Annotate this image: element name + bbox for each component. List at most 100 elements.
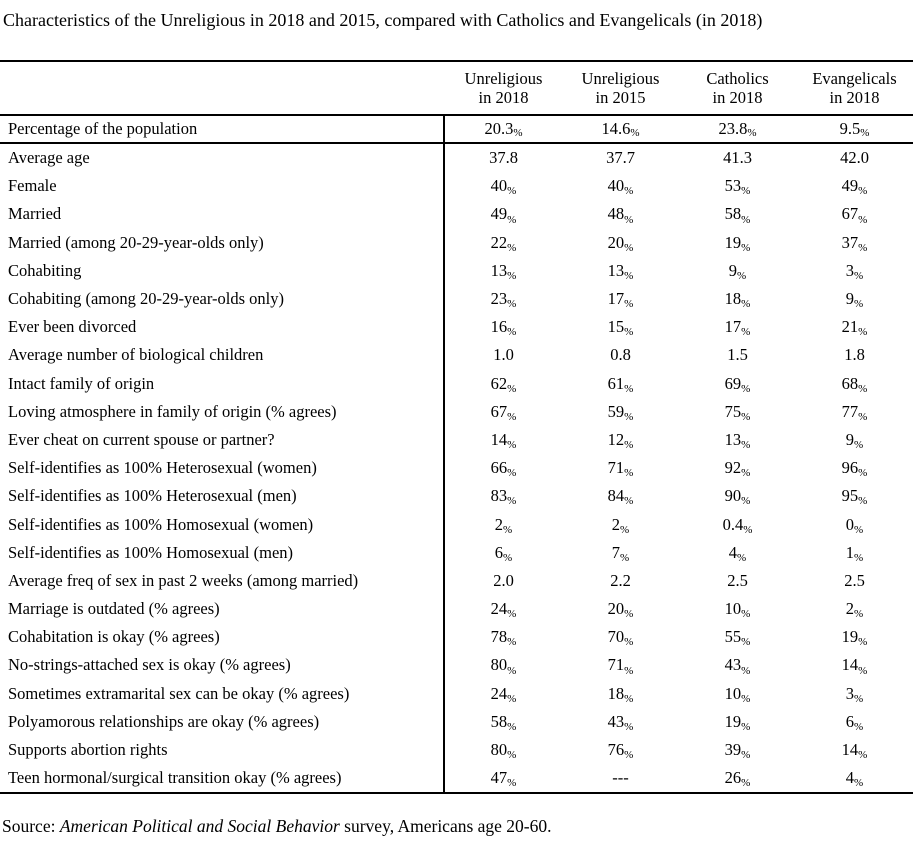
percent-sign: % [507, 382, 517, 395]
percent-sign: % [507, 749, 517, 762]
percent-sign: % [858, 213, 868, 226]
percent-sign: % [741, 495, 751, 508]
percent-sign: % [858, 636, 868, 649]
table-row-label: Teen hormonal/surgical transition okay (… [0, 764, 445, 793]
table-cell-value: 16% [445, 313, 562, 341]
table-row-label: Ever been divorced [0, 313, 445, 342]
percent-sign: % [741, 777, 751, 790]
table-cell-value: 17% [679, 313, 796, 341]
table-cell-value: 12% [562, 426, 679, 454]
percent-sign: % [854, 269, 864, 282]
table-cell-value: 2.2 [610, 570, 631, 590]
table-cell-value: 1.0 [493, 345, 514, 365]
table-cell-value: 67% [445, 398, 562, 426]
table-cell-value: 37.7 [606, 148, 635, 168]
column-header-line2: in 2018 [478, 88, 529, 107]
percent-sign: % [741, 720, 751, 733]
percent-sign: % [507, 269, 517, 282]
percent-sign: % [854, 608, 864, 621]
percent-sign: % [741, 241, 751, 254]
table-row-label: Cohabiting (among 20-29-year-olds only) [0, 284, 445, 314]
table-cell-value: 67% [796, 200, 913, 228]
percent-sign: % [624, 382, 634, 395]
source-note: Source: American Political and Social Be… [2, 816, 552, 837]
percent-sign: % [507, 636, 517, 649]
header-spacer [0, 69, 445, 114]
percent-sign: % [620, 551, 630, 564]
table-cell-value: 19% [796, 623, 913, 651]
percent-sign: % [507, 720, 517, 733]
percent-sign: % [624, 185, 634, 198]
table-cell-value: 77% [796, 398, 913, 426]
table-cell-value: 80% [445, 651, 562, 679]
percent-sign: % [624, 636, 634, 649]
percent-sign: % [507, 495, 517, 508]
percent-sign: % [507, 467, 517, 480]
table-cell-value: 43% [562, 708, 679, 736]
percent-sign: % [854, 692, 864, 705]
table-cell-value: 55% [679, 623, 796, 651]
table-cell-value: 58% [445, 708, 562, 736]
table-row: Married 49% 48% 58% 67% [0, 200, 913, 229]
percent-sign: % [858, 410, 868, 423]
table-cell-value: 1% [796, 539, 913, 567]
table-cell-value: 14% [796, 736, 913, 764]
percent-sign: % [741, 636, 751, 649]
table-row: Supports abortion rights 80% 76% 39% 14% [0, 735, 913, 765]
percent-sign: % [858, 495, 868, 508]
percent-sign: % [624, 692, 634, 705]
percent-sign: % [737, 269, 747, 282]
table-row-label: Ever cheat on current spouse or partner? [0, 425, 445, 455]
table-cell-value: 66% [445, 454, 562, 482]
percent-sign: % [858, 749, 868, 762]
table-row: Teen hormonal/surgical transition okay (… [0, 764, 913, 793]
table-row-label: Female [0, 172, 445, 201]
table-cell-value: 2.0 [493, 570, 514, 590]
table-row: Self-identifies as 100% Heterosexual (wo… [0, 454, 913, 483]
table-cell-value: 49% [796, 172, 913, 200]
column-header: Unreligious in 2015 [562, 69, 679, 114]
table-cell-value: 3% [796, 257, 913, 285]
percent-sign: % [854, 523, 864, 536]
table-cell-value: 40% [445, 172, 562, 200]
table-row: Cohabiting 13% 13% 9% 3% [0, 256, 913, 285]
percent-sign: % [624, 664, 634, 677]
percent-sign: % [741, 382, 751, 395]
column-header-line2: in 2015 [595, 88, 646, 107]
table-cell-value: 9% [796, 426, 913, 454]
table-cell-value: 69% [679, 370, 796, 398]
table-cell-value: 71% [562, 651, 679, 679]
column-header-line1: Unreligious [581, 69, 660, 88]
table-cell-value: 2% [796, 595, 913, 623]
percent-sign: % [507, 298, 517, 311]
table-row: Ever cheat on current spouse or partner?… [0, 425, 913, 455]
percent-sign: % [741, 410, 751, 423]
percent-sign: % [854, 720, 864, 733]
percent-sign: % [624, 241, 634, 254]
percent-sign: % [503, 523, 513, 536]
table-cell-value: 78% [445, 623, 562, 651]
table-cell-value: 70% [562, 623, 679, 651]
table-row: Cohabitation is okay (% agrees) 78% 70% 55%… [0, 623, 913, 652]
percent-sign: % [507, 439, 517, 452]
table-cell-value: 13% [445, 257, 562, 285]
table-cell-value: 10% [679, 595, 796, 623]
percent-sign: % [858, 326, 868, 339]
table-row-label: Average age [0, 144, 445, 173]
table-cell-value: 2.5 [844, 570, 865, 590]
table-cell-value: 20.3% [445, 116, 562, 142]
percent-sign: % [858, 185, 868, 198]
table-cell-value: 84% [562, 482, 679, 510]
column-header: Evangelicals in 2018 [796, 69, 913, 114]
table-cell-value: 59% [562, 398, 679, 426]
table-cell-value: 20% [562, 229, 679, 257]
percent-sign: % [624, 608, 634, 621]
table-cell-value: --- [612, 768, 629, 788]
percent-sign: % [503, 551, 513, 564]
table-cell-value: 47% [445, 764, 562, 792]
percent-sign: % [858, 467, 868, 480]
percent-sign: % [858, 241, 868, 254]
percent-sign: % [624, 467, 634, 480]
percent-sign: % [624, 213, 634, 226]
table-row-label: Cohabiting [0, 256, 445, 285]
